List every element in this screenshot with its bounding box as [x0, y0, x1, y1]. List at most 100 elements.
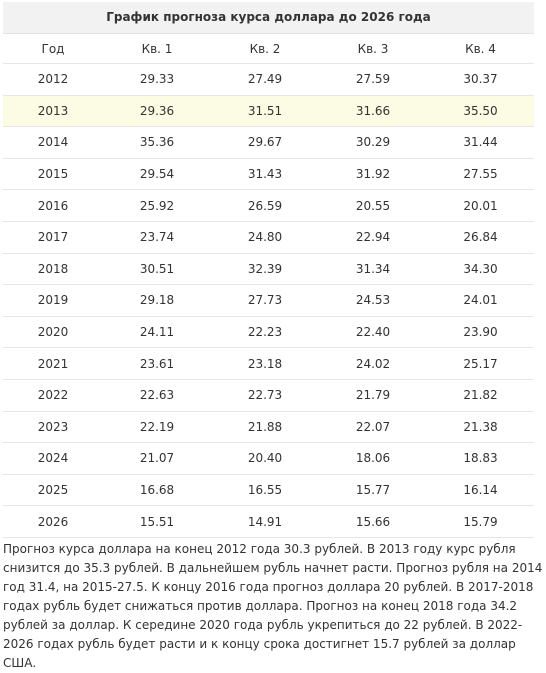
- cell-q4: 25.17: [463, 356, 498, 371]
- cell-q3: 27.59: [355, 72, 391, 87]
- cell-q1: 29.54: [139, 167, 175, 182]
- cell-q3: 15.77: [355, 483, 391, 498]
- table-row: 2014 35.36 29.67 30.29 31.44: [3, 127, 534, 159]
- cell-q4: 31.44: [463, 135, 498, 150]
- cell-q3: 22.40: [355, 325, 391, 340]
- forecast-table: График прогноза курса доллара до 2026 го…: [3, 2, 534, 538]
- cell-year: 2026: [37, 514, 69, 529]
- cell-q2: 20.40: [247, 451, 283, 466]
- cell-q1: 29.33: [139, 72, 175, 87]
- cell-year: 2023: [37, 419, 69, 434]
- cell-year: 2019: [37, 293, 69, 308]
- cell-q4: 34.30: [463, 261, 498, 276]
- cell-q3: 24.53: [355, 293, 391, 308]
- cell-q1: 22.63: [139, 388, 175, 403]
- cell-q4: 30.37: [463, 72, 498, 87]
- cell-q4: 21.38: [463, 419, 498, 434]
- table-row: 2022 22.63 22.73 21.79 21.82: [3, 380, 534, 412]
- cell-q2: 16.55: [247, 483, 283, 498]
- cell-q4: 18.83: [463, 451, 498, 466]
- table-row: 2019 29.18 27.73 24.53 24.01: [3, 285, 534, 317]
- cell-year: 2024: [37, 451, 69, 466]
- cell-q4: 15.79: [463, 514, 498, 529]
- cell-q1: 21.07: [139, 451, 175, 466]
- table-header-row: Год Кв. 1 Кв. 2 Кв. 3 Кв. 4: [3, 34, 534, 64]
- cell-q2: 31.51: [247, 103, 283, 118]
- cell-q1: 29.36: [139, 103, 175, 118]
- page: График прогноза курса доллара до 2026 го…: [3, 2, 542, 670]
- table-row: 2023 22.19 21.88 22.07 21.38: [3, 412, 534, 444]
- cell-q3: 31.34: [355, 261, 391, 276]
- cell-q2: 23.18: [247, 356, 283, 371]
- header-q2: Кв. 2: [249, 41, 281, 56]
- cell-q3: 31.66: [355, 103, 391, 118]
- cell-q4: 35.50: [463, 103, 498, 118]
- table-title: График прогноза курса доллара до 2026 го…: [3, 2, 534, 34]
- cell-q3: 22.07: [355, 419, 391, 434]
- cell-q1: 35.36: [139, 135, 175, 150]
- table-row: 2021 23.61 23.18 24.02 25.17: [3, 348, 534, 380]
- cell-q3: 15.66: [355, 514, 391, 529]
- header-year: Год: [41, 41, 65, 56]
- cell-q2: 21.88: [247, 419, 283, 434]
- cell-q2: 22.73: [247, 388, 283, 403]
- cell-q1: 22.19: [139, 419, 175, 434]
- cell-q1: 23.74: [139, 230, 175, 245]
- table-row: 2018 30.51 32.39 31.34 34.30: [3, 254, 534, 286]
- cell-q4: 24.01: [463, 293, 498, 308]
- table-row: 2026 15.51 14.91 15.66 15.79: [3, 506, 534, 538]
- cell-year: 2013: [37, 103, 69, 118]
- cell-q1: 30.51: [139, 261, 175, 276]
- cell-year: 2017: [37, 230, 69, 245]
- cell-year: 2021: [37, 356, 69, 371]
- cell-q1: 25.92: [139, 198, 175, 213]
- table-row: 2012 29.33 27.49 27.59 30.37: [3, 64, 534, 96]
- cell-q2: 27.73: [247, 293, 283, 308]
- cell-q3: 31.92: [355, 167, 391, 182]
- table-row: 2017 23.74 24.80 22.94 26.84: [3, 222, 534, 254]
- cell-q4: 23.90: [463, 325, 498, 340]
- cell-q1: 15.51: [139, 514, 175, 529]
- cell-q1: 23.61: [139, 356, 175, 371]
- cell-q2: 29.67: [247, 135, 283, 150]
- header-q4: Кв. 4: [465, 41, 496, 56]
- cell-q3: 22.94: [355, 230, 391, 245]
- cell-q4: 27.55: [463, 167, 498, 182]
- cell-q2: 24.80: [247, 230, 283, 245]
- cell-year: 2012: [37, 72, 69, 87]
- cell-year: 2018: [37, 261, 69, 276]
- cell-q2: 26.59: [247, 198, 283, 213]
- table-row: 2016 25.92 26.59 20.55 20.01: [3, 190, 534, 222]
- cell-q2: 32.39: [247, 261, 283, 276]
- cell-q4: 20.01: [463, 198, 498, 213]
- cell-year: 2022: [37, 388, 69, 403]
- cell-q2: 22.23: [247, 325, 283, 340]
- cell-year: 2025: [37, 483, 69, 498]
- cell-year: 2020: [37, 325, 69, 340]
- header-q3: Кв. 3: [357, 41, 389, 56]
- cell-q2: 27.49: [247, 72, 283, 87]
- header-q1: Кв. 1: [141, 41, 173, 56]
- cell-q1: 16.68: [139, 483, 175, 498]
- cell-q2: 14.91: [247, 514, 283, 529]
- cell-q1: 24.11: [139, 325, 175, 340]
- table-row: 2025 16.68 16.55 15.77 16.14: [3, 475, 534, 507]
- cell-q2: 31.43: [247, 167, 283, 182]
- table-row: 2020 24.11 22.23 22.40 23.90: [3, 317, 534, 349]
- cell-q3: 20.55: [355, 198, 391, 213]
- table-row-highlighted: 2013 29.36 31.51 31.66 35.50: [3, 95, 534, 128]
- forecast-description: Прогноз курса доллара на конец 2012 года…: [3, 542, 543, 670]
- cell-q4: 21.82: [463, 388, 498, 403]
- cell-q4: 16.14: [463, 483, 498, 498]
- table-row: 2024 21.07 20.40 18.06 18.83: [3, 443, 534, 475]
- cell-q1: 29.18: [139, 293, 175, 308]
- cell-q3: 18.06: [355, 451, 391, 466]
- cell-q3: 30.29: [355, 135, 391, 150]
- cell-year: 2014: [37, 135, 69, 150]
- cell-q3: 21.79: [355, 388, 391, 403]
- table-row: 2015 29.54 31.43 31.92 27.55: [3, 159, 534, 191]
- cell-q3: 24.02: [355, 356, 391, 371]
- cell-q4: 26.84: [463, 230, 498, 245]
- cell-year: 2016: [37, 198, 69, 213]
- cell-year: 2015: [37, 167, 69, 182]
